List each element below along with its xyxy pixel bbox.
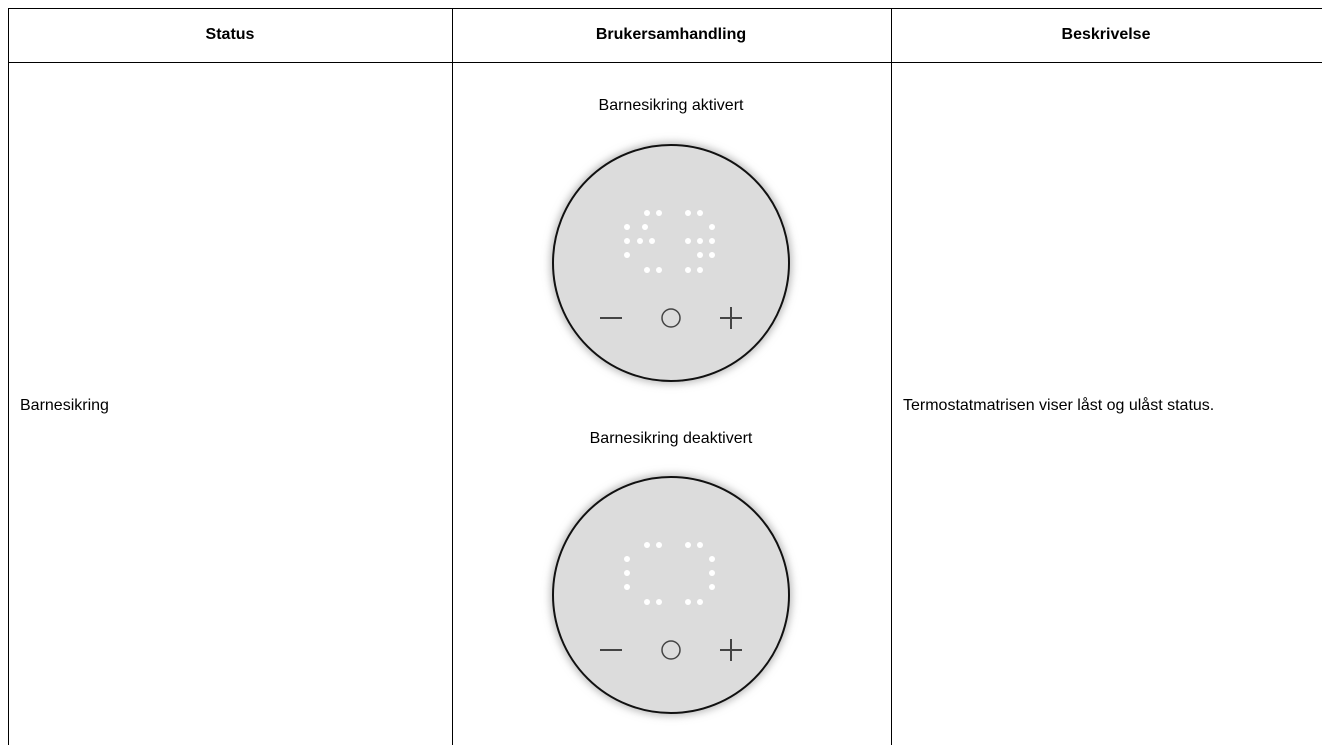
dial-face [552,144,790,382]
mode-icon [661,308,681,328]
matrix-dot [709,556,715,562]
matrix-dot [697,542,703,548]
matrix-dot [624,252,630,258]
matrix-dot [697,252,703,258]
matrix-dot [644,210,650,216]
mode-icon [661,640,681,660]
matrix-dot [642,224,648,230]
matrix-dot [697,238,703,244]
column-header: Beskrivelse [1062,26,1151,43]
description-cell: Termostatmatrisen viser låst og ulåst st… [903,396,1214,414]
matrix-dot [624,224,630,230]
caption: Barnesikring deaktivert [590,430,753,447]
matrix-dot [656,599,662,605]
matrix-dot [637,238,643,244]
matrix-dot [624,556,630,562]
matrix-dot [709,584,715,590]
matrix-dot [656,542,662,548]
caption: Barnesikring aktivert [599,97,745,114]
matrix-dot [656,267,662,273]
matrix-dot [685,238,691,244]
matrix-dot [709,238,715,244]
matrix-dot [697,210,703,216]
matrix-dot [685,542,691,548]
thermostat-dial [550,142,792,384]
matrix-dot [644,542,650,548]
matrix-dot [649,238,655,244]
matrix-dot [624,570,630,576]
matrix-dot [697,599,703,605]
matrix-dot [624,584,630,590]
matrix-dot [644,267,650,273]
column-header: Status [206,26,255,43]
column-header: Brukersamhandling [596,26,746,43]
dial-face [552,476,790,714]
matrix-dot [624,238,630,244]
status-cell: Barnesikring [20,397,109,414]
matrix-dot [685,210,691,216]
matrix-dot [644,599,650,605]
matrix-dot [685,599,691,605]
matrix-dot [697,267,703,273]
matrix-dot [685,267,691,273]
matrix-dot [656,210,662,216]
matrix-dot [709,224,715,230]
illustrations [550,142,792,716]
matrix-dot [709,570,715,576]
matrix-dot [709,252,715,258]
thermostat-dial [550,474,792,716]
